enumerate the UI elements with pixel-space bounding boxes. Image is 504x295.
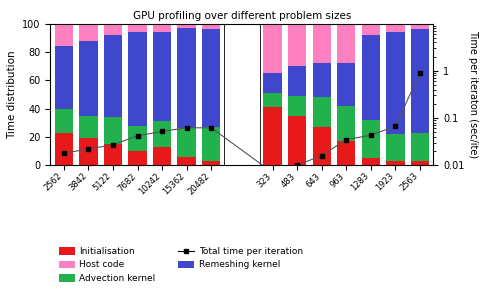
Bar <box>55 109 73 133</box>
Bar <box>79 41 98 116</box>
Bar <box>129 24 147 32</box>
Bar <box>104 144 122 165</box>
Bar <box>312 127 331 165</box>
Bar <box>129 32 147 126</box>
Bar <box>386 134 405 161</box>
Bar <box>153 24 171 32</box>
Bar <box>153 147 171 165</box>
Bar <box>386 161 405 165</box>
Title: GPU profiling over different problem sizes: GPU profiling over different problem siz… <box>133 12 351 22</box>
Y-axis label: Time per iteraton (sec/ite): Time per iteraton (sec/ite) <box>468 30 478 158</box>
Bar <box>202 127 220 161</box>
Bar <box>79 116 98 138</box>
Bar <box>337 24 355 63</box>
Bar <box>79 24 98 41</box>
Bar <box>264 107 282 165</box>
Bar <box>55 46 73 109</box>
Bar <box>361 35 380 120</box>
Bar <box>337 141 355 165</box>
Bar <box>153 32 171 121</box>
Bar <box>411 161 429 165</box>
Bar <box>104 117 122 144</box>
Bar <box>177 24 196 28</box>
Bar <box>177 157 196 165</box>
Bar <box>288 96 306 116</box>
Bar <box>264 24 282 73</box>
Bar <box>312 97 331 127</box>
Bar <box>264 73 282 93</box>
Bar <box>411 24 429 29</box>
Bar <box>337 63 355 106</box>
Bar <box>55 25 73 46</box>
Bar <box>104 35 122 117</box>
Bar <box>411 29 429 133</box>
Bar <box>202 29 220 127</box>
Bar <box>386 24 405 32</box>
Bar <box>202 161 220 165</box>
Bar <box>312 63 331 97</box>
Bar <box>55 133 73 165</box>
Bar <box>264 93 282 107</box>
Bar <box>288 116 306 165</box>
Bar <box>361 158 380 165</box>
Bar <box>288 24 306 66</box>
Y-axis label: Time distribution: Time distribution <box>7 50 17 139</box>
Bar <box>223 24 261 165</box>
Bar <box>129 126 147 151</box>
Bar <box>288 66 306 96</box>
Bar <box>177 128 196 157</box>
Bar <box>386 32 405 134</box>
Bar <box>411 133 429 161</box>
Bar <box>177 28 196 128</box>
Bar <box>361 120 380 158</box>
Bar <box>312 24 331 63</box>
Bar <box>337 106 355 141</box>
Bar <box>104 24 122 35</box>
Legend: Initialisation, Host code, Advection kernel, Total time per iteration, Remeshing: Initialisation, Host code, Advection ker… <box>55 243 306 287</box>
Bar <box>202 24 220 29</box>
Bar <box>153 121 171 147</box>
Bar <box>79 138 98 165</box>
Bar <box>361 24 380 35</box>
Bar <box>129 151 147 165</box>
